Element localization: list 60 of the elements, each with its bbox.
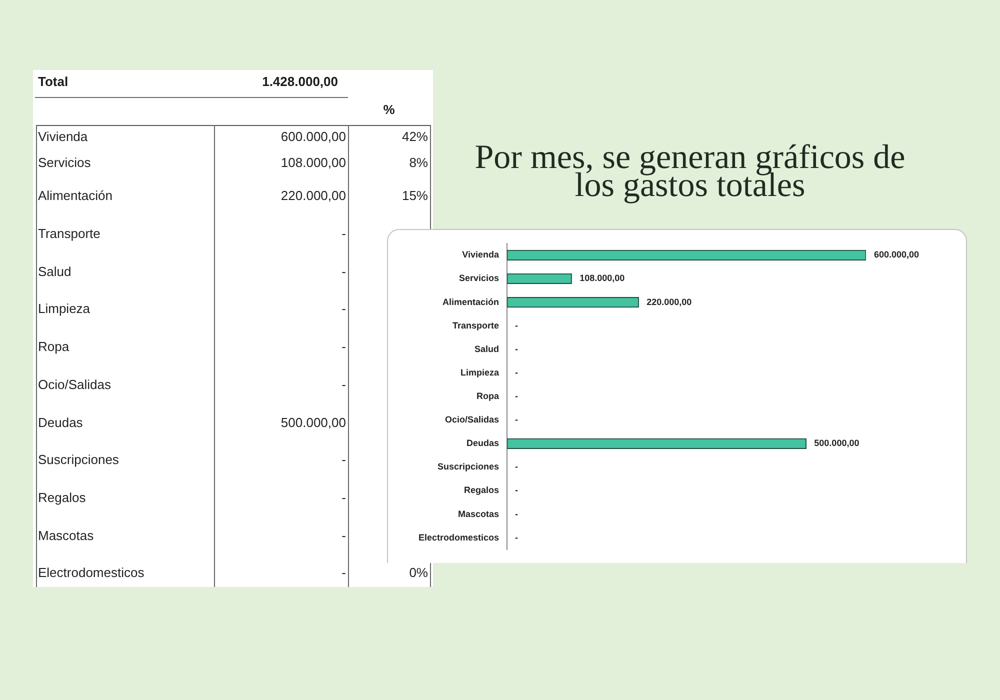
y-tick-label: Servicios <box>458 273 499 284</box>
category-label: Vivienda <box>38 129 88 145</box>
data-label: - <box>515 390 518 401</box>
data-label: 600.000,00 <box>280 129 346 145</box>
data-label: 600.000,00 <box>874 250 920 260</box>
data-label: - <box>515 320 518 330</box>
data-label: 500.000,00 <box>814 438 860 448</box>
data-label: 220.000,00 <box>646 296 692 307</box>
category-label: Electrodomesticos <box>38 565 144 582</box>
category-label: Limpieza <box>38 301 90 318</box>
data-label: 8% <box>409 155 428 171</box>
category-label: Servicios <box>38 155 91 171</box>
data-label: - <box>515 508 518 519</box>
text: Total <box>38 74 68 90</box>
data-label: - <box>515 344 518 354</box>
y-tick-label: Alimentación <box>442 296 499 307</box>
y-tick-label: Ropa <box>476 390 500 401</box>
y-tick-label: Transporte <box>452 320 499 330</box>
data-label: - <box>515 462 518 472</box>
data-label: 0% <box>409 565 428 582</box>
y-tick-label: Vivienda <box>462 250 500 260</box>
data-label: - <box>342 376 346 393</box>
data-label: 108.000,00 <box>580 273 625 284</box>
y-tick-label: Electrodomesticos <box>418 532 499 542</box>
data-label: - <box>342 301 346 318</box>
category-label: Salud <box>38 264 72 280</box>
chart-title: Por mes, se generan gráficos de los gastos totales <box>474 139 906 204</box>
data-label: - <box>515 414 518 425</box>
y-tick-label: Regalos <box>464 485 499 496</box>
data-label: 108.000,00 <box>280 155 346 171</box>
category-label: Deudas <box>38 414 83 430</box>
category-label: Transporte <box>38 226 100 242</box>
data-label: 220.000,00 <box>280 188 346 204</box>
category-label: Suscripciones <box>38 452 119 468</box>
text: % <box>382 102 396 118</box>
data-label: - <box>342 565 346 582</box>
category-label: Mascotas <box>38 528 94 544</box>
data-label: - <box>342 339 346 356</box>
category-label: Alimentación <box>38 188 112 204</box>
data-label: - <box>342 490 346 506</box>
data-label: - <box>342 452 346 468</box>
y-tick-label: Suscripciones <box>437 462 499 472</box>
text: 1.428.000,00 <box>262 74 338 90</box>
category-label: Ropa <box>38 339 70 356</box>
data-label: 500.000,00 <box>280 414 346 430</box>
category-label: Regalos <box>38 490 86 506</box>
category-label: Ocio/Salidas <box>38 376 111 393</box>
data-label: - <box>342 226 346 242</box>
data-label: - <box>515 485 518 496</box>
data-label: - <box>515 532 518 542</box>
y-tick-label: Limpieza <box>460 367 500 378</box>
y-tick-label: Mascotas <box>458 508 499 519</box>
data-label: - <box>342 528 346 544</box>
y-tick-label: Ocio/Salidas <box>444 414 499 425</box>
data-label: 42% <box>402 129 428 145</box>
data-label: - <box>342 264 346 280</box>
data-label: 15% <box>402 188 428 204</box>
y-tick-label: Deudas <box>466 438 499 448</box>
data-label: - <box>515 367 518 378</box>
y-tick-label: Salud <box>474 344 499 354</box>
